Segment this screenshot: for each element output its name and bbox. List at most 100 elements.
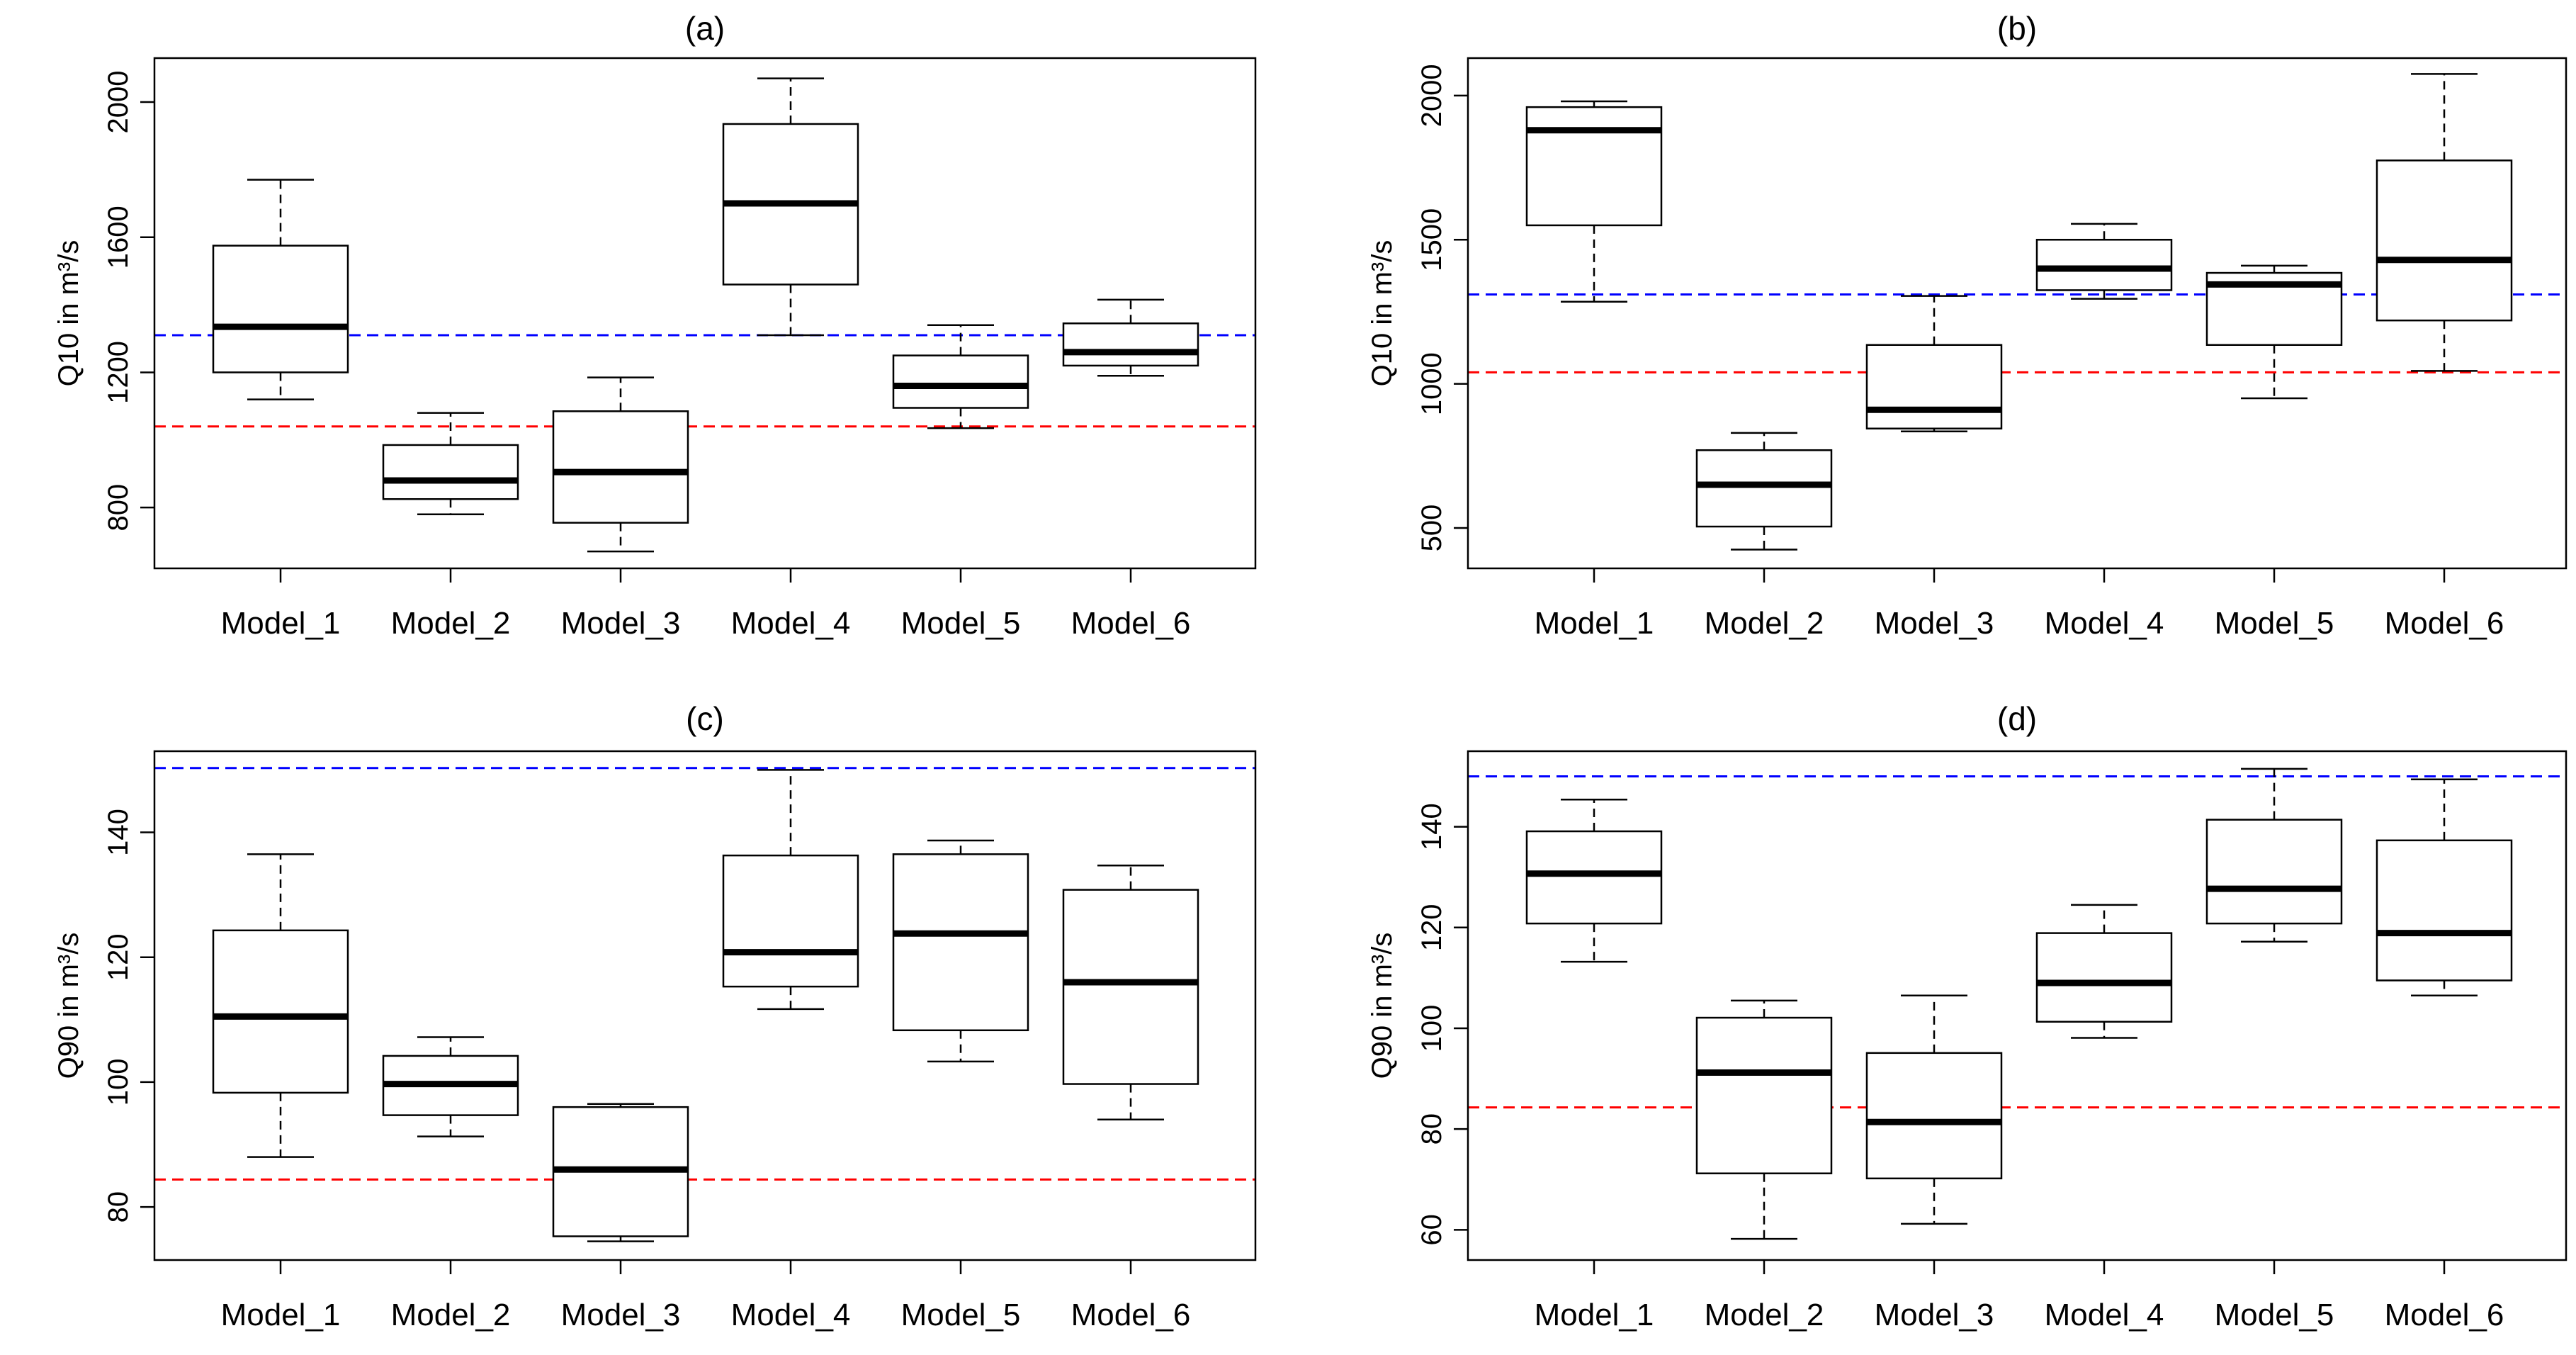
box-model-2 bbox=[382, 412, 519, 515]
box-model-5 bbox=[2205, 768, 2343, 943]
interquartile-box bbox=[892, 853, 1029, 1032]
box-model-5 bbox=[892, 324, 1029, 429]
interquartile-box bbox=[2035, 239, 2173, 291]
x-tick-label: Model_1 bbox=[1535, 1298, 1654, 1332]
x-tick-label: Model_4 bbox=[2045, 1298, 2164, 1332]
y-tick-label: 80 bbox=[103, 1191, 134, 1223]
interquartile-box bbox=[1525, 106, 1663, 227]
box-model-6 bbox=[2376, 73, 2513, 372]
y-tick-label: 120 bbox=[103, 933, 134, 981]
x-tick-label: Model_5 bbox=[2215, 606, 2334, 641]
panel-title: (a) bbox=[685, 10, 725, 47]
y-tick-label: 1200 bbox=[103, 341, 134, 404]
interquartile-box bbox=[552, 410, 689, 524]
interquartile-box bbox=[382, 444, 519, 500]
x-tick-label: Model_3 bbox=[561, 1298, 681, 1332]
panel-c: (c) Q90 in m³/s 80 100 120 140 Model_1 Model_2 M… bbox=[53, 700, 1257, 1332]
box-model-4 bbox=[722, 77, 859, 337]
interquartile-box bbox=[1062, 889, 1199, 1085]
y-axis-label: Q90 in m³/s bbox=[1367, 933, 1398, 1079]
box-model-5 bbox=[2205, 264, 2343, 400]
box-model-1 bbox=[212, 179, 349, 400]
x-tick-label: Model_2 bbox=[391, 606, 511, 641]
y-tick-label: 100 bbox=[1416, 1005, 1447, 1052]
plot-frame bbox=[1467, 57, 2567, 570]
panel-title: (d) bbox=[1997, 700, 2037, 737]
x-tick-label: Model_3 bbox=[1875, 606, 1994, 641]
plot-frame bbox=[153, 750, 1257, 1261]
interquartile-box bbox=[722, 854, 859, 988]
x-tick-label: Model_6 bbox=[2385, 1298, 2504, 1332]
x-tick-label: Model_5 bbox=[2215, 1298, 2334, 1332]
y-axis-label: Q10 in m³/s bbox=[1367, 240, 1398, 387]
panel-b: (b) Q10 in m³/s 500 1000 1500 2000 Model_1 Mode… bbox=[1367, 10, 2567, 641]
interquartile-box bbox=[892, 354, 1029, 409]
x-tick-label: Model_2 bbox=[391, 1298, 511, 1332]
plot-frame bbox=[153, 57, 1257, 570]
x-tick-label: Model_4 bbox=[731, 606, 851, 641]
y-tick-label: 1000 bbox=[1416, 352, 1447, 415]
interquartile-box bbox=[212, 244, 349, 373]
box-model-3 bbox=[552, 1103, 689, 1242]
interquartile-box bbox=[1865, 1052, 2003, 1180]
plot-frame bbox=[1467, 750, 2567, 1261]
y-tick-label: 60 bbox=[1416, 1214, 1447, 1246]
interquartile-box bbox=[1525, 830, 1663, 925]
panel-title: (c) bbox=[686, 700, 724, 737]
y-axis-label: Q90 in m³/s bbox=[53, 933, 84, 1079]
y-tick-label: 120 bbox=[1416, 904, 1447, 951]
y-tick-label: 80 bbox=[1416, 1113, 1447, 1145]
y-axis-label: Q10 in m³/s bbox=[53, 240, 84, 387]
box-model-2 bbox=[1695, 432, 1833, 551]
y-tick-label: 140 bbox=[1416, 803, 1447, 850]
interquartile-box bbox=[2035, 932, 2173, 1023]
x-tick-label: Model_1 bbox=[1535, 606, 1654, 641]
panel-title: (b) bbox=[1997, 10, 2037, 47]
interquartile-box bbox=[2376, 159, 2513, 322]
box-model-6 bbox=[2376, 778, 2513, 997]
x-tick-label: Model_6 bbox=[1071, 606, 1191, 641]
y-tick-label: 2000 bbox=[1416, 64, 1447, 127]
interquartile-box bbox=[1695, 449, 1833, 528]
y-tick-label: 800 bbox=[103, 484, 134, 532]
box-model-1 bbox=[1525, 798, 1663, 963]
x-tick-label: Model_6 bbox=[1071, 1298, 1191, 1332]
box-model-4 bbox=[2035, 904, 2173, 1039]
interquartile-box bbox=[1865, 344, 2003, 429]
box-model-6 bbox=[1062, 298, 1199, 377]
interquartile-box bbox=[2376, 839, 2513, 982]
interquartile-box bbox=[2205, 819, 2343, 925]
x-tick-label: Model_3 bbox=[561, 606, 681, 641]
box-model-3 bbox=[552, 376, 689, 553]
box-model-1 bbox=[212, 853, 349, 1158]
x-tick-label: Model_5 bbox=[901, 606, 1021, 641]
interquartile-box bbox=[212, 929, 349, 1094]
box-model-5 bbox=[892, 839, 1029, 1063]
x-tick-label: Model_2 bbox=[1705, 606, 1824, 641]
interquartile-box bbox=[1695, 1016, 1833, 1174]
x-tick-label: Model_6 bbox=[2385, 606, 2504, 641]
x-tick-label: Model_3 bbox=[1875, 1298, 1994, 1332]
x-tick-label: Model_1 bbox=[221, 1298, 341, 1332]
x-tick-label: Model_4 bbox=[731, 1298, 851, 1332]
box-model-2 bbox=[1695, 999, 1833, 1240]
y-tick-label: 1500 bbox=[1416, 208, 1447, 271]
y-tick-label: 2000 bbox=[103, 70, 134, 133]
box-model-6 bbox=[1062, 864, 1199, 1121]
x-tick-label: Model_2 bbox=[1705, 1298, 1824, 1332]
x-tick-label: Model_5 bbox=[901, 1298, 1021, 1332]
box-model-1 bbox=[1525, 100, 1663, 303]
y-tick-label: 140 bbox=[103, 809, 134, 856]
box-model-4 bbox=[722, 769, 859, 1011]
box-model-3 bbox=[1865, 994, 2003, 1225]
panel-d: (d) Q90 in m³/s 60 80 100 120 140 Model_1 Model_… bbox=[1367, 700, 2567, 1332]
box-model-3 bbox=[1865, 295, 2003, 433]
y-tick-label: 1600 bbox=[103, 206, 134, 269]
box-model-2 bbox=[382, 1036, 519, 1137]
y-tick-label: 500 bbox=[1416, 505, 1447, 552]
y-tick-label: 100 bbox=[103, 1059, 134, 1106]
box-model-4 bbox=[2035, 223, 2173, 300]
x-tick-label: Model_1 bbox=[221, 606, 341, 641]
panel-a: (a) Q10 in m³/s 800 1200 1600 2000 Model_1 Mode… bbox=[53, 10, 1257, 641]
